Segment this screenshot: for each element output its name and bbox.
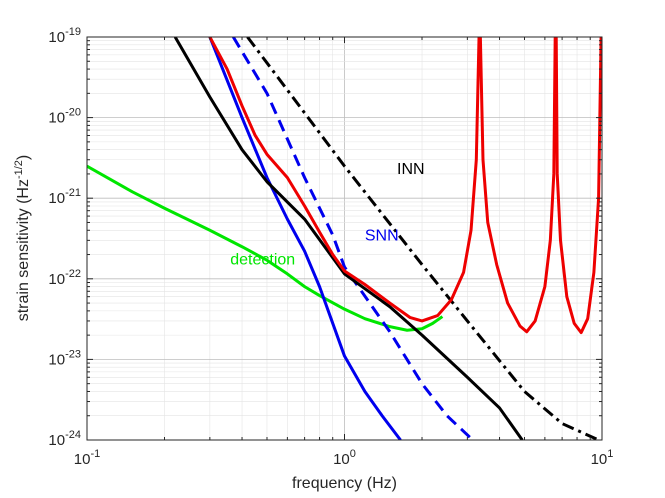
annotation-inn: INN bbox=[397, 161, 425, 178]
x-tick-label: 10-1 bbox=[74, 448, 100, 468]
series-line-black-solid bbox=[173, 37, 524, 440]
y-tick-label: 10-23 bbox=[48, 348, 81, 368]
series-line-snn-dashed bbox=[232, 37, 474, 440]
annotation-detection: detection bbox=[230, 252, 295, 269]
y-tick-label: 10-20 bbox=[48, 107, 81, 127]
y-tick-label: 10-19 bbox=[48, 26, 81, 46]
series-line-red bbox=[208, 37, 602, 335]
grid bbox=[86, 37, 602, 441]
y-tick-label: 10-22 bbox=[48, 268, 81, 288]
axis-labels: frequency (Hz) strain sensitivity (Hz-1/… bbox=[13, 155, 397, 492]
y-tick-label: 10-21 bbox=[48, 187, 81, 207]
series-group bbox=[87, 37, 602, 440]
annotations: INN SNN detection bbox=[230, 161, 424, 269]
x-axis-label: frequency (Hz) bbox=[292, 475, 397, 492]
y-tick-label: 10-24 bbox=[48, 429, 81, 449]
x-tick-label: 100 bbox=[333, 448, 356, 468]
axis-ticks: 10-1 100 101 10-24 10-23 10-22 10-21 10-20 10-19 bbox=[48, 26, 613, 468]
annotation-snn: SNN bbox=[365, 227, 399, 244]
y-axis-label: strain sensitivity (Hz-1/2) bbox=[13, 155, 32, 322]
series-line-inn bbox=[246, 37, 600, 440]
x-tick-label: 101 bbox=[591, 448, 614, 468]
series-line-snn bbox=[208, 37, 402, 440]
